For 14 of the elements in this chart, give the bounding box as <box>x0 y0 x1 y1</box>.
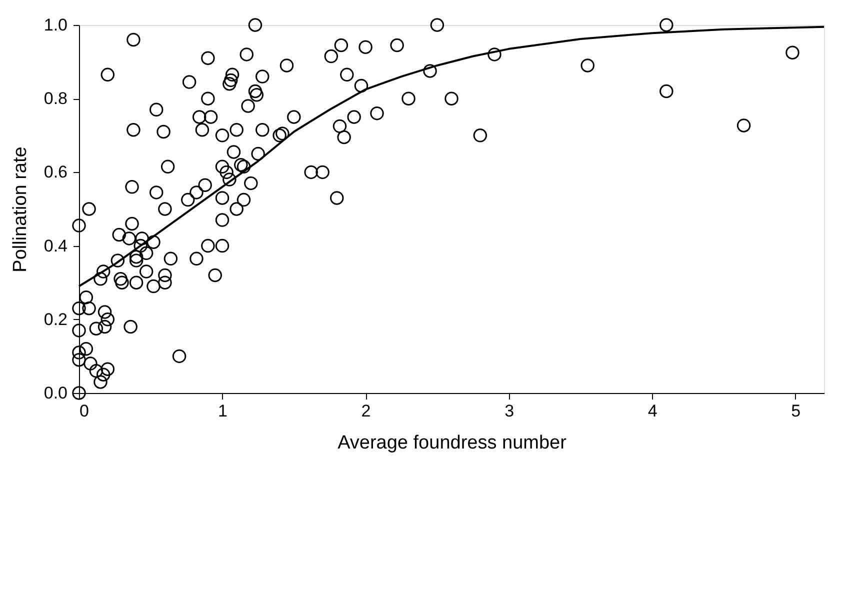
x-tick-label: 4 <box>648 402 658 420</box>
x-tick-label: 0 <box>80 402 89 420</box>
y-tick-label: 0.0 <box>44 384 68 402</box>
x-tick-label: 5 <box>791 402 801 420</box>
y-tick-label: 0.6 <box>44 162 68 182</box>
y-tick-label: 1.0 <box>44 16 68 34</box>
y-tick-label: 0.8 <box>44 89 68 108</box>
y-axis-title: Pollination rate <box>10 146 31 272</box>
x-tick-label: 1 <box>218 402 228 420</box>
x-tick-label: 3 <box>504 402 514 420</box>
y-tick-label: 0.2 <box>44 310 68 329</box>
y-tick-label: 0.4 <box>44 236 68 256</box>
x-axis-title: Average foundress number <box>338 432 568 454</box>
x-tick-label: 2 <box>361 402 371 420</box>
